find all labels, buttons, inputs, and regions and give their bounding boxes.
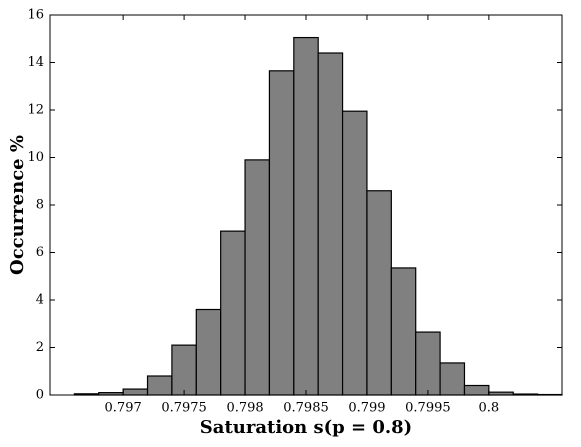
- y-tick-label: 4: [36, 293, 44, 308]
- y-tick-label: 8: [36, 198, 44, 213]
- y-tick-label: 12: [27, 103, 44, 118]
- bar: [293, 36, 319, 396]
- y-tick-label: 10: [27, 150, 44, 165]
- x-tick-label: 0.799: [348, 401, 385, 416]
- bar: [317, 52, 344, 396]
- x-tick-label: 0.7975: [161, 401, 207, 416]
- x-tick-label: 0.798: [226, 401, 263, 416]
- bar: [390, 267, 417, 396]
- bar: [195, 308, 222, 396]
- bar: [463, 384, 490, 396]
- bar: [220, 230, 246, 396]
- bar: [415, 331, 441, 396]
- bar: [341, 110, 368, 396]
- bar: [244, 159, 271, 396]
- x-tick-label: 0.7985: [283, 401, 329, 416]
- bar: [171, 344, 197, 396]
- bar: [146, 375, 173, 396]
- bar: [122, 388, 149, 396]
- bar: [268, 70, 295, 396]
- y-tick-label: 6: [36, 245, 44, 260]
- y-tick-label: 14: [27, 55, 44, 70]
- y-tick-label: 2: [36, 340, 44, 355]
- x-tick-label: 0.8: [479, 401, 500, 416]
- bar: [439, 362, 466, 396]
- y-axis-label: Occurrence %: [7, 135, 28, 275]
- bar: [366, 190, 392, 396]
- y-tick-label: 0: [36, 388, 44, 403]
- y-tick-label: 16: [27, 8, 44, 23]
- x-axis-label: Saturation s(p = 0.8): [200, 417, 412, 438]
- x-tick-label: 0.7995: [405, 401, 451, 416]
- x-tick-label: 0.797: [105, 401, 142, 416]
